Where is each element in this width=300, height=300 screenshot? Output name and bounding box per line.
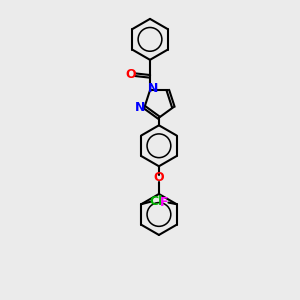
Text: Cl: Cl [150, 195, 163, 208]
Text: N: N [148, 82, 158, 95]
Text: O: O [154, 171, 164, 184]
Text: O: O [125, 68, 136, 81]
Text: F: F [160, 196, 168, 209]
Text: N: N [135, 101, 146, 114]
